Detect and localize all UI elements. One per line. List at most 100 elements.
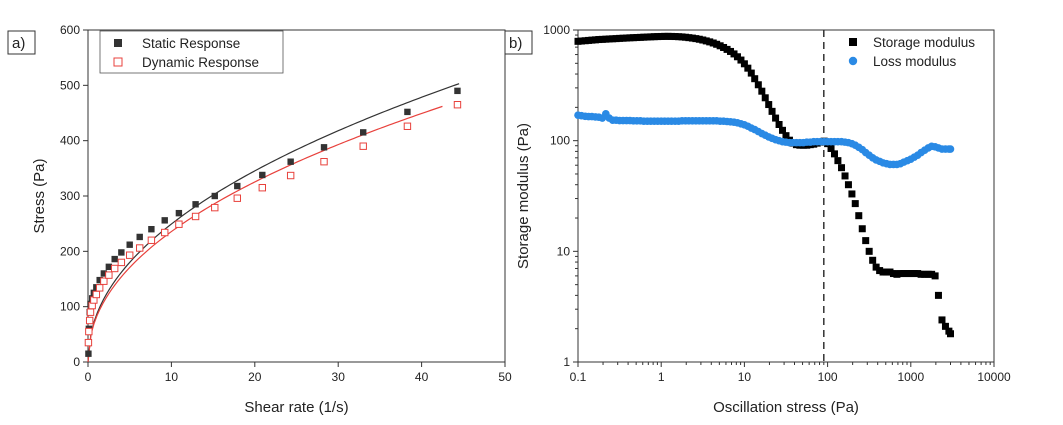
- data-point: [706, 38, 714, 46]
- x-tick-label: 10000: [977, 370, 1011, 384]
- data-point: [747, 69, 755, 77]
- data-point: [588, 36, 596, 44]
- plot-area-b: 0.1 1 10 100 1000 100001101001000Oscillation …: [515, 23, 1011, 416]
- x-tick-label: 40: [415, 370, 429, 384]
- data-point: [100, 277, 108, 285]
- data-point: [118, 249, 125, 256]
- data-point: [110, 264, 119, 273]
- data-point: [233, 194, 241, 202]
- data-point: [360, 129, 367, 136]
- data-point: [105, 263, 113, 271]
- data-point: [454, 87, 461, 95]
- data-point: [938, 316, 946, 324]
- data-point: [85, 327, 93, 336]
- panel-label-box: [7, 30, 36, 55]
- panel-b: b) 0.1 1 10 100 1000 100001101001000Oscillati…: [504, 23, 1011, 416]
- data-point: [92, 290, 101, 299]
- data-point: [85, 316, 94, 325]
- y-tick-label: 1: [563, 355, 570, 369]
- y-tick-label: 1000: [543, 23, 570, 37]
- data-point: [778, 126, 786, 134]
- legend-label: Static Response: [142, 36, 240, 51]
- data-point: [259, 171, 266, 179]
- y-tick-label: 300: [60, 189, 80, 203]
- x-tick-label: 20: [248, 370, 262, 384]
- data-point: [161, 217, 168, 224]
- data-point: [941, 322, 949, 330]
- data-point: [117, 258, 126, 267]
- y-tick-label: 100: [550, 134, 570, 148]
- data-point: [286, 171, 295, 180]
- legend-marker: [113, 57, 123, 67]
- data-point: [403, 122, 412, 130]
- y-tick-label: 100: [60, 300, 80, 314]
- data-point: [827, 144, 835, 152]
- data-point: [921, 270, 929, 278]
- data-point: [834, 157, 842, 165]
- data-point: [848, 190, 856, 198]
- y-tick-label: 600: [60, 23, 80, 37]
- panel-label-box: [504, 30, 533, 55]
- data-point: [830, 150, 838, 158]
- data-point: [671, 33, 679, 41]
- data-point: [862, 237, 870, 245]
- x-tick-label: 1000: [897, 370, 924, 384]
- data-point: [126, 251, 134, 259]
- data-point: [917, 270, 925, 278]
- fit-line: [87, 83, 460, 362]
- data-point: [100, 270, 108, 277]
- data-point: [147, 236, 156, 244]
- plot-frame: [577, 29, 995, 363]
- y-axis-label: Storage modulus (Pa): [515, 123, 532, 269]
- x-tick-label: 100: [818, 370, 838, 384]
- x-tick-label: 50: [498, 370, 512, 384]
- x-tick-label: 10: [738, 370, 752, 384]
- y-axis-label: Stress (Pa): [31, 158, 48, 233]
- data-point: [782, 132, 790, 140]
- data-point: [744, 64, 752, 72]
- data-point: [175, 220, 183, 228]
- data-point: [772, 114, 780, 122]
- legend-label: Dynamic Response: [142, 55, 259, 70]
- data-point: [136, 244, 144, 252]
- x-tick-label: 0.1: [570, 370, 587, 384]
- data-point: [598, 35, 606, 43]
- data-point: [86, 308, 95, 316]
- data-point: [851, 200, 859, 208]
- data-point: [768, 107, 776, 115]
- data-point: [287, 158, 294, 165]
- legend-label: Loss modulus: [873, 54, 957, 69]
- data-point: [869, 256, 877, 264]
- data-point: [211, 203, 219, 212]
- data-point: [85, 350, 92, 357]
- data-point: [320, 144, 328, 151]
- data-point: [633, 34, 641, 42]
- x-tick-label: 30: [332, 370, 346, 384]
- data-point: [754, 81, 762, 89]
- data-point: [175, 209, 183, 217]
- data-point: [148, 226, 155, 233]
- data-point: [844, 181, 852, 189]
- data-point: [234, 182, 241, 190]
- data-point: [751, 75, 759, 83]
- data-point: [211, 192, 218, 200]
- legend-marker: [114, 39, 122, 47]
- data-point: [737, 56, 745, 64]
- data-point: [946, 145, 955, 153]
- y-tick-label: 0: [73, 355, 80, 369]
- legend-box: [99, 30, 284, 74]
- data-point: [136, 233, 143, 241]
- data-point: [126, 241, 133, 248]
- data-point: [865, 247, 873, 255]
- x-tick-label: 1: [658, 370, 665, 384]
- data-point: [931, 272, 939, 280]
- x-axis-label: Oscillation stress (Pa): [713, 399, 859, 416]
- data-point: [858, 225, 866, 233]
- plot-frame: [87, 29, 506, 363]
- data-point: [900, 270, 908, 278]
- data-point: [841, 172, 849, 180]
- data-point: [685, 34, 693, 42]
- data-point: [192, 201, 199, 208]
